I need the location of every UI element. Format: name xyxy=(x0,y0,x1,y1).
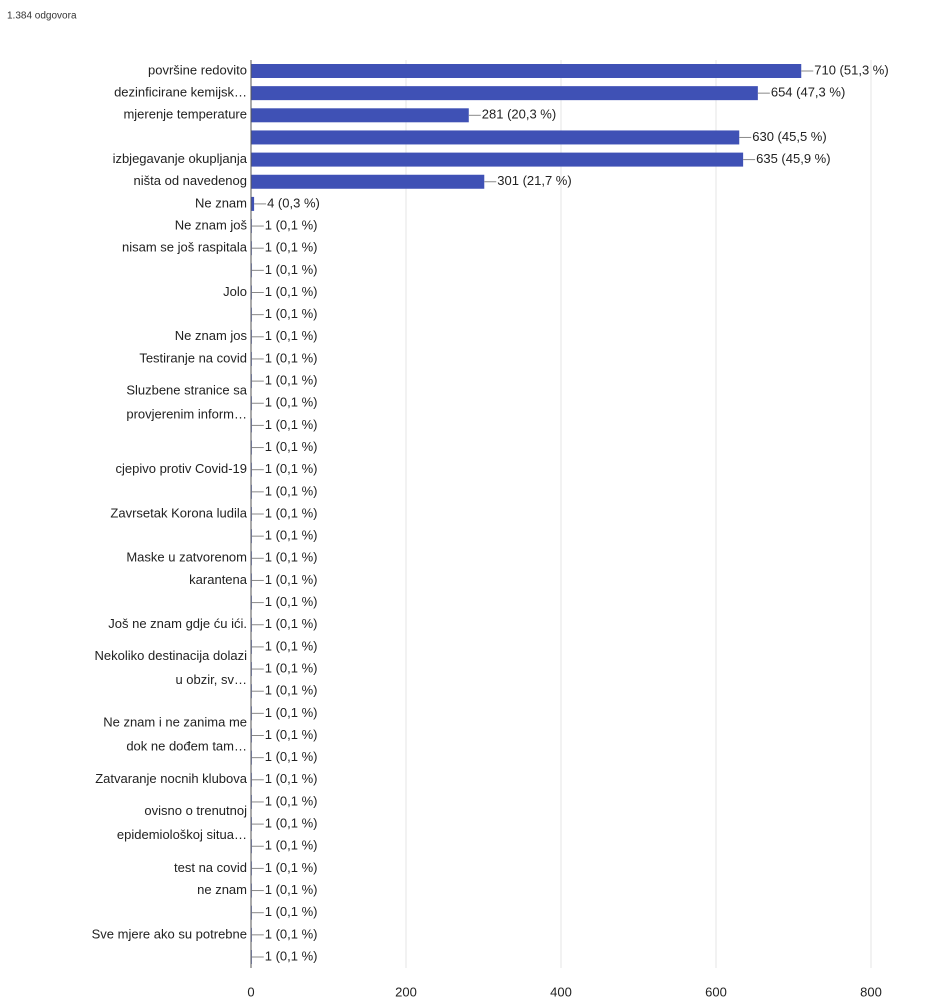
category-label-line: Ne znam i ne zanima me xyxy=(103,715,247,730)
category-label: karantena xyxy=(189,572,248,587)
value-label: 1 (0,1 %) xyxy=(265,373,318,388)
value-label: 1 (0,1 %) xyxy=(265,727,318,742)
category-label: površine redovito xyxy=(148,62,247,77)
value-label: 1 (0,1 %) xyxy=(265,749,318,764)
category-label: ovisno o trenutnoj epidemiološkoj situa… xyxy=(117,804,247,843)
category-label: test na covid xyxy=(174,860,247,875)
value-label: 1 (0,1 %) xyxy=(265,306,318,321)
category-label: ne znam xyxy=(197,882,247,897)
value-label: 654 (47,3 %) xyxy=(771,85,845,100)
value-label: 281 (20,3 %) xyxy=(482,107,556,122)
value-label: 1 (0,1 %) xyxy=(265,594,318,609)
category-label: Ne znam još xyxy=(175,217,248,232)
value-label: 1 (0,1 %) xyxy=(265,860,318,875)
category-label: Testiranje na covid xyxy=(139,350,247,365)
category-label: Maske u zatvorenom xyxy=(126,550,247,565)
value-label: 1 (0,1 %) xyxy=(265,328,318,343)
value-label: 710 (51,3 %) xyxy=(814,62,888,77)
bar xyxy=(251,86,758,101)
x-tick-label: 800 xyxy=(860,984,882,999)
bar xyxy=(251,196,255,211)
category-label: Jolo xyxy=(223,284,247,299)
value-label: 1 (0,1 %) xyxy=(265,395,318,410)
value-label: 4 (0,3 %) xyxy=(267,195,320,210)
value-label: 1 (0,1 %) xyxy=(265,417,318,432)
x-tick-label: 400 xyxy=(550,984,572,999)
value-label: 1 (0,1 %) xyxy=(265,838,318,853)
value-label: 635 (45,9 %) xyxy=(756,151,830,166)
value-label: 1 (0,1 %) xyxy=(265,683,318,698)
value-label: 1 (0,1 %) xyxy=(265,550,318,565)
value-label: 1 (0,1 %) xyxy=(265,660,318,675)
value-label: 1 (0,1 %) xyxy=(265,638,318,653)
value-label: 1 (0,1 %) xyxy=(265,505,318,520)
value-label: 1 (0,1 %) xyxy=(265,926,318,941)
response-count: 1.384 odgovora xyxy=(7,11,77,22)
x-tick-label: 0 xyxy=(247,984,254,999)
bar xyxy=(251,130,740,145)
category-label-line: Nekoliko destinacija dolazi xyxy=(95,648,248,663)
category-label-line: dok ne dođem tam… xyxy=(126,739,247,754)
x-tick-label: 200 xyxy=(395,984,417,999)
bar xyxy=(251,174,485,189)
value-label: 1 (0,1 %) xyxy=(265,882,318,897)
value-label: 1 (0,1 %) xyxy=(265,350,318,365)
category-label: izbjegavanje okupljanja xyxy=(113,151,248,166)
category-label: ništa od navedenog xyxy=(134,173,247,188)
value-label: 301 (21,7 %) xyxy=(497,173,571,188)
bar xyxy=(251,64,802,78)
value-label: 1 (0,1 %) xyxy=(265,461,318,476)
value-label: 1 (0,1 %) xyxy=(265,572,318,587)
category-label: Zatvaranje nocnih klubova xyxy=(95,771,248,786)
value-label: 630 (45,5 %) xyxy=(752,129,826,144)
category-label: Nekoliko destinacija dolazi u obzir, sv… xyxy=(95,648,248,687)
category-label: mjerenje temperature xyxy=(123,107,247,122)
category-label: cjepivo protiv Covid-19 xyxy=(115,461,247,476)
value-label: 1 (0,1 %) xyxy=(265,483,318,498)
value-label: 1 (0,1 %) xyxy=(265,262,318,277)
x-tick-label: 600 xyxy=(705,984,727,999)
category-label: Zavrsetak Korona ludila xyxy=(110,505,247,520)
category-label-line: Sluzbene stranice sa xyxy=(126,383,247,398)
category-label-line: epidemiološkoj situa… xyxy=(117,828,247,843)
value-label: 1 (0,1 %) xyxy=(265,616,318,631)
value-label: 1 (0,1 %) xyxy=(265,793,318,808)
category-label: Ne znam i ne zanima me dok ne dođem tam… xyxy=(103,715,247,754)
value-label: 1 (0,1 %) xyxy=(265,284,318,299)
value-label: 1 (0,1 %) xyxy=(265,948,318,963)
bar xyxy=(251,152,744,167)
category-label: Ne znam jos xyxy=(175,328,248,343)
category-label-line: ovisno o trenutnoj xyxy=(144,804,247,819)
category-label-line: u obzir, sv… xyxy=(175,672,247,687)
category-label: dezinficirane kemijsk… xyxy=(114,85,247,100)
value-label: 1 (0,1 %) xyxy=(265,816,318,831)
value-label: 1 (0,1 %) xyxy=(265,528,318,543)
value-label: 1 (0,1 %) xyxy=(265,240,318,255)
value-label: 1 (0,1 %) xyxy=(265,217,318,232)
value-label: 1 (0,1 %) xyxy=(265,904,318,919)
bar xyxy=(251,108,469,123)
category-label: nisam se još raspitala xyxy=(122,240,248,255)
category-label: Još ne znam gdje ću ići. xyxy=(108,616,247,631)
category-label: Sve mjere ako su potrebne xyxy=(92,926,247,941)
value-label: 1 (0,1 %) xyxy=(265,705,318,720)
category-label: Sluzbene stranice sa provjerenim inform… xyxy=(126,383,247,422)
value-label: 1 (0,1 %) xyxy=(265,771,318,786)
category-label-line: provjerenim inform… xyxy=(126,407,247,422)
category-label: Ne znam xyxy=(195,195,247,210)
plot-area: površine redovito 710 (51,3 %) dezinficira… xyxy=(92,60,889,968)
value-label: 1 (0,1 %) xyxy=(265,439,318,454)
